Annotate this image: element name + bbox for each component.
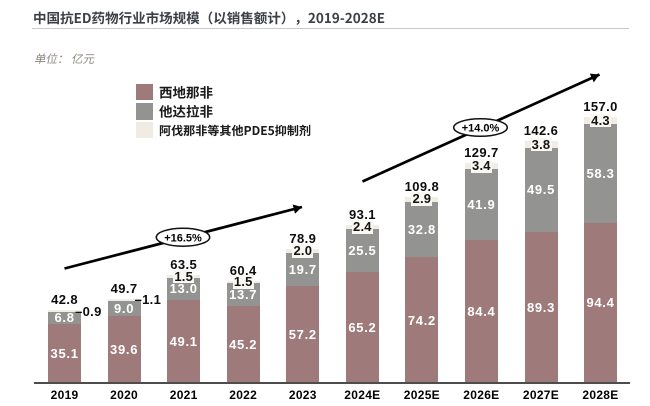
svg-text:+16.5%: +16.5% xyxy=(164,232,202,244)
svg-text:+14.0%: +14.0% xyxy=(462,123,500,135)
